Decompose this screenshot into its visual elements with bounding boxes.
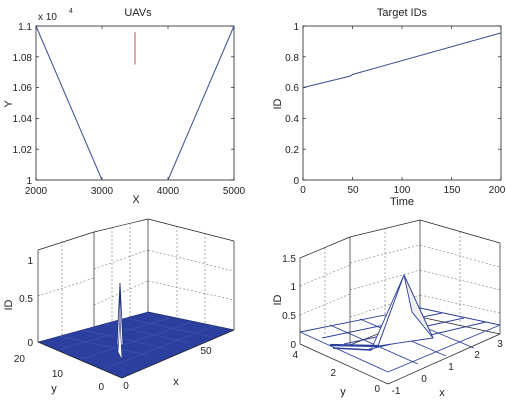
surface-ztick-0: 0 — [27, 338, 33, 349]
mesh-ytick-4: 4 — [292, 350, 298, 361]
mesh-xlabel: x — [439, 387, 445, 399]
uavs-series-line-0 — [35, 25, 103, 181]
uavs-series — [35, 25, 235, 181]
uavs-y-multiplier: x 10 — [38, 12, 57, 23]
uavs-axes-box — [35, 25, 235, 181]
target-ids-xtick-100: 100 — [394, 185, 411, 196]
mesh-peak — [329, 273, 434, 352]
target-ids-ytick-0: 0 — [293, 176, 299, 187]
uavs-ylabel: Y — [3, 100, 15, 108]
surface-xlabel: x — [173, 376, 179, 388]
uavs-ytick-1.1: 1.1 — [18, 22, 32, 33]
mesh-grid — [349, 228, 501, 331]
mesh-ztick-0: 0 — [290, 340, 296, 351]
mesh-ytick-0: 0 — [374, 384, 380, 395]
uavs-ytick-1.04: 1.04 — [13, 114, 33, 125]
surface-xtick-50: 50 — [200, 346, 212, 357]
mesh-ylabel: y — [340, 386, 346, 398]
surface-plot: 1 0.5 0 20 10 0 0 50 ID y x — [3, 218, 235, 395]
surface-ytick-20: 20 — [14, 354, 26, 365]
surface-ytick-0: 0 — [98, 382, 104, 393]
mesh-xtick-1: 1 — [448, 362, 454, 373]
target-ids-ytick-0.8: 0.8 — [285, 53, 299, 64]
surface-zlabel: ID — [3, 299, 15, 310]
surface-front-edges — [37, 231, 235, 379]
uavs-xtick-5000: 5000 — [223, 186, 246, 197]
surface-mesh-lines — [59, 317, 215, 370]
surface-grid — [93, 223, 235, 331]
target-ids-ylabel: ID — [272, 98, 284, 109]
surface-ztick-0.5: 0.5 — [19, 294, 33, 305]
surface-ylabel: y — [51, 383, 57, 395]
uavs-ytick-1.02: 1.02 — [13, 145, 33, 156]
surface-mesh — [37, 311, 235, 379]
target-ids-ytick-0.4: 0.4 — [285, 114, 299, 125]
target-ids-tick-marks — [302, 25, 502, 181]
surface-left-wall-grid — [37, 241, 95, 335]
surface-ztick-1: 1 — [27, 256, 33, 267]
target-ids-xtick-150: 150 — [444, 185, 461, 196]
uavs-y-exponent: 4 — [69, 8, 73, 15]
mesh-xtick-3: 3 — [497, 339, 503, 350]
uavs-ytick-1: 1 — [26, 176, 32, 187]
mesh-ztick-0.5: 0.5 — [282, 311, 296, 322]
target-ids-xtick-0: 0 — [300, 185, 306, 196]
uavs-title: UAVs — [124, 7, 152, 19]
mesh-ytick-2: 2 — [330, 368, 336, 379]
mesh-ztick-1.5: 1.5 — [282, 254, 296, 265]
uavs-series-line-1 — [167, 25, 235, 181]
mesh-front-edges — [299, 236, 501, 385]
uavs-xtick-3000: 3000 — [91, 186, 114, 197]
uavs-xlabel: X — [132, 194, 140, 206]
uavs-tick-marks — [35, 25, 235, 181]
uavs-ytick-1.08: 1.08 — [13, 53, 33, 64]
uavs-xtick-4000: 4000 — [157, 186, 180, 197]
uavs-ytick-1.06: 1.06 — [13, 83, 33, 94]
surface-peak — [116, 282, 124, 361]
target-ids-xlabel: Time — [390, 196, 414, 208]
target-ids-xtick-50: 50 — [347, 185, 359, 196]
uavs-chart: UAVs 2000 3000 4000 5000 1 1.02 1.04 1.0… — [3, 7, 246, 206]
mesh-plot: 1.5 1 0.5 0 4 2 0 -1 0 1 2 3 ID y x — [272, 219, 503, 399]
target-ids-ytick-0.2: 0.2 — [285, 145, 299, 156]
surface-xtick-0: 0 — [123, 381, 129, 392]
mesh-xtick-2: 2 — [474, 350, 480, 361]
target-ids-ytick-1: 1 — [293, 22, 299, 33]
target-ids-xtick-200: 200 — [489, 185, 506, 196]
target-ids-chart: Target IDs 0 50 100 150 200 0 0.2 0.4 0.… — [272, 7, 506, 208]
surface-ytick-10: 10 — [52, 369, 64, 380]
mesh-ztick-1: 1 — [290, 282, 296, 293]
target-ids-axes-box — [302, 25, 502, 181]
mesh-xtick--1: -1 — [392, 386, 401, 397]
mesh-left-wall-grid — [299, 248, 351, 336]
mesh-xtick-0: 0 — [421, 374, 427, 385]
uavs-xtick-2000: 2000 — [25, 186, 48, 197]
target-ids-title: Target IDs — [377, 7, 428, 19]
target-ids-series-line-0 — [302, 32, 502, 89]
target-ids-ytick-0.6: 0.6 — [285, 83, 299, 94]
target-ids-series — [302, 32, 502, 89]
mesh-zlabel: ID — [272, 294, 284, 305]
